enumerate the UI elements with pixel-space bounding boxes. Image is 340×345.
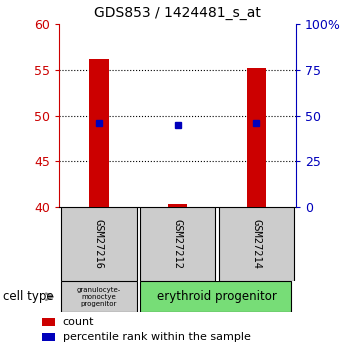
Bar	[61, 207, 137, 281]
Bar	[246, 68, 266, 207]
Bar	[42, 318, 55, 326]
Text: erythroid progenitor: erythroid progenitor	[157, 290, 277, 303]
Bar	[168, 204, 187, 207]
Text: granulocyte-
monoctye
progenitor: granulocyte- monoctye progenitor	[77, 287, 121, 307]
Text: GSM27216: GSM27216	[94, 219, 104, 269]
Text: count: count	[63, 317, 94, 327]
Bar	[219, 207, 294, 281]
Text: GSM27214: GSM27214	[251, 219, 261, 269]
Bar	[140, 281, 291, 312]
Bar	[42, 333, 55, 341]
Text: cell type: cell type	[3, 290, 54, 303]
Bar	[61, 281, 137, 312]
Title: GDS853 / 1424481_s_at: GDS853 / 1424481_s_at	[94, 6, 261, 20]
Text: GSM27212: GSM27212	[173, 219, 183, 269]
Text: percentile rank within the sample: percentile rank within the sample	[63, 332, 251, 342]
Bar	[140, 207, 216, 281]
Bar	[89, 59, 109, 207]
